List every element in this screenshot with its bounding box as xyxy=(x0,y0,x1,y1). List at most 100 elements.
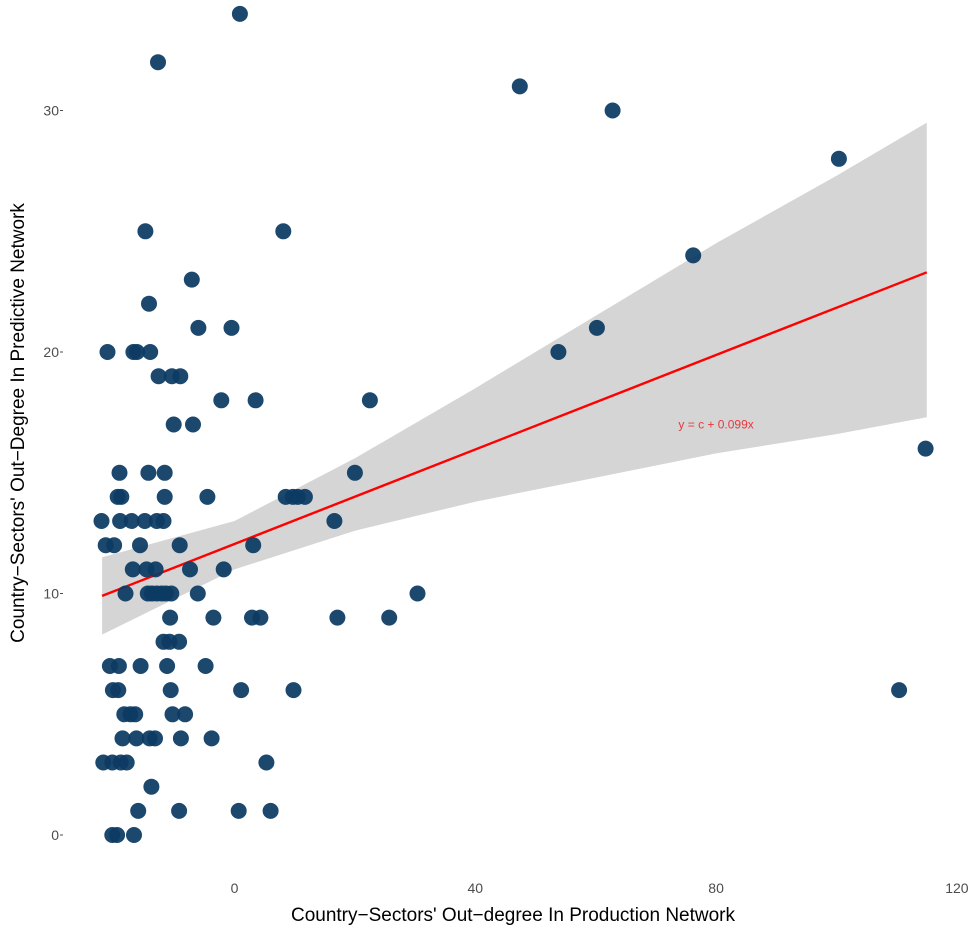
data-point xyxy=(329,609,346,626)
y-tick-label: 10 xyxy=(43,586,59,602)
y-tick-label: 0 xyxy=(51,827,59,843)
data-point xyxy=(171,537,188,554)
data-point xyxy=(162,609,179,626)
y-tick-label: 20 xyxy=(43,344,59,360)
data-point xyxy=(285,682,302,699)
data-point xyxy=(141,295,157,312)
data-point xyxy=(112,513,129,529)
data-point xyxy=(128,730,145,747)
data-point xyxy=(143,778,160,795)
data-point xyxy=(147,561,164,578)
y-tick-label: 30 xyxy=(43,103,59,119)
data-point xyxy=(114,730,131,747)
data-point xyxy=(111,464,128,481)
data-point xyxy=(550,344,567,360)
data-point xyxy=(247,392,264,409)
data-point xyxy=(140,464,157,481)
data-point xyxy=(262,802,279,819)
data-point xyxy=(171,633,188,650)
data-point xyxy=(245,537,262,554)
data-point xyxy=(233,682,250,699)
fit-line xyxy=(101,271,928,598)
data-point xyxy=(156,464,173,481)
x-axis-title: Country−Sectors' Out−degree In Productio… xyxy=(291,905,736,926)
data-point xyxy=(409,585,426,602)
data-point xyxy=(361,392,378,409)
data-point xyxy=(110,658,127,674)
data-points-layer xyxy=(93,5,934,843)
data-point xyxy=(252,609,269,626)
data-point xyxy=(150,368,167,385)
data-point xyxy=(604,102,621,119)
data-point xyxy=(346,464,363,481)
confidence-band-layer xyxy=(102,122,927,635)
x-tick-label: 40 xyxy=(468,880,484,896)
data-point xyxy=(159,658,176,674)
x-tick-label: 80 xyxy=(708,880,724,896)
data-point xyxy=(110,682,127,699)
data-point xyxy=(132,537,148,554)
data-point xyxy=(205,609,222,626)
data-point xyxy=(215,561,232,578)
data-point xyxy=(685,247,702,264)
data-point xyxy=(136,513,153,529)
data-point xyxy=(147,730,163,747)
x-tick-label: 0 xyxy=(231,880,239,896)
data-point xyxy=(123,513,140,529)
data-point xyxy=(223,319,240,336)
confidence-band xyxy=(102,122,927,635)
data-point xyxy=(258,754,275,771)
data-point xyxy=(106,537,123,554)
fit-line-layer xyxy=(101,271,928,598)
data-point xyxy=(129,344,145,360)
data-point xyxy=(213,392,230,409)
data-point xyxy=(164,706,181,723)
data-point xyxy=(165,416,182,433)
data-point xyxy=(172,368,189,385)
data-point xyxy=(177,706,194,723)
data-point xyxy=(155,513,172,529)
data-point xyxy=(381,609,398,626)
data-point xyxy=(917,440,934,457)
data-point xyxy=(172,730,189,747)
data-point xyxy=(231,5,248,22)
data-point xyxy=(99,344,116,360)
data-point xyxy=(163,585,180,602)
data-point xyxy=(183,271,200,288)
data-point xyxy=(891,682,908,699)
data-point xyxy=(171,802,188,819)
data-point xyxy=(197,658,214,674)
data-point xyxy=(109,827,126,843)
data-point xyxy=(142,344,159,360)
data-point xyxy=(190,319,207,336)
data-point xyxy=(182,561,198,578)
data-point xyxy=(588,319,605,336)
data-point xyxy=(150,54,166,71)
data-point xyxy=(185,416,201,433)
data-point xyxy=(113,488,130,505)
data-point xyxy=(124,561,141,578)
data-point xyxy=(511,78,528,95)
data-point xyxy=(118,754,135,771)
data-point xyxy=(203,730,220,747)
data-point xyxy=(199,488,216,505)
y-axis-title: Country−Sectors' Out−Degree In Predictiv… xyxy=(8,203,29,643)
data-point xyxy=(275,223,292,240)
data-point xyxy=(326,513,343,529)
data-point xyxy=(132,658,149,674)
data-point xyxy=(130,802,147,819)
data-point xyxy=(830,150,847,167)
data-point xyxy=(156,488,173,505)
data-point xyxy=(296,488,313,505)
regression-annotation: y = c + 0.099x xyxy=(678,417,753,431)
axis-ticks-layer: 0 40 80 120 0 10 20 30 xyxy=(43,103,968,897)
data-point xyxy=(189,585,206,602)
data-point xyxy=(117,585,134,602)
data-point xyxy=(127,706,144,723)
data-point xyxy=(93,513,110,529)
x-tick-label: 120 xyxy=(945,880,969,896)
data-point xyxy=(126,827,142,843)
data-point xyxy=(230,802,247,819)
data-point xyxy=(137,223,154,240)
